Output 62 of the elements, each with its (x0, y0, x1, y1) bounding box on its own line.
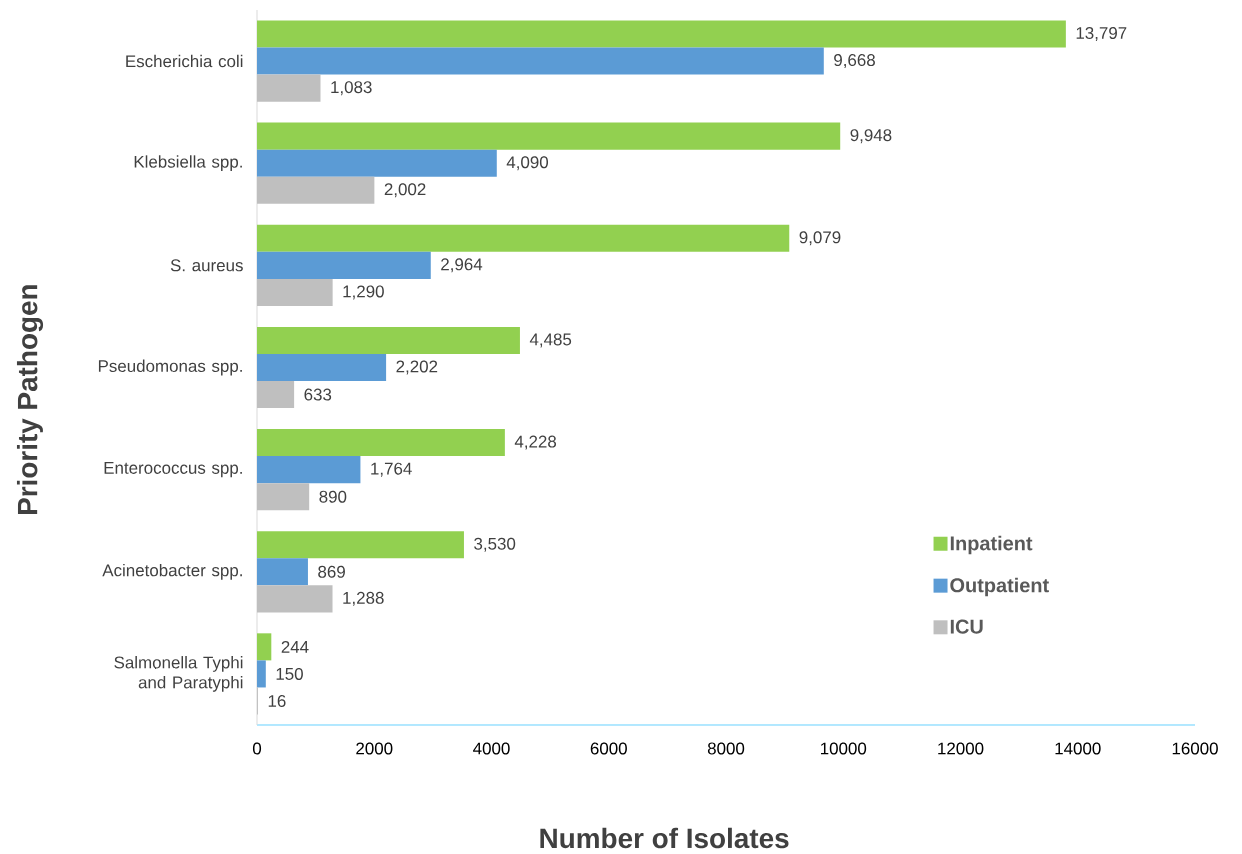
data-label: 150 (276, 667, 303, 680)
bar (257, 74, 321, 102)
x-tick-label: 2000 (356, 742, 393, 755)
x-tick-label: 8000 (707, 742, 745, 755)
y-tick-label: Pseudomonas spp. (98, 359, 242, 376)
data-label: 16 (268, 694, 286, 707)
y-tick-label: S. aureus (170, 259, 243, 272)
data-label: 869 (318, 565, 345, 578)
x-axis-title: Number of Isolates (540, 827, 789, 849)
data-label: 1,083 (331, 81, 372, 96)
bar (257, 122, 841, 150)
data-label: 9,079 (799, 231, 841, 246)
bar (257, 278, 333, 306)
data-label: 890 (319, 490, 347, 503)
data-label: 13,797 (1076, 27, 1127, 41)
data-label: 2,002 (384, 183, 426, 198)
x-tick-label: 4000 (473, 742, 510, 755)
bar (257, 149, 497, 177)
y-tick-label: Acinetobacter spp. (102, 563, 242, 580)
legend-label: ICU (950, 619, 983, 634)
bar (257, 47, 824, 75)
bar (257, 251, 431, 279)
data-label: 1,764 (371, 462, 412, 477)
bar (257, 20, 1066, 48)
bar (257, 176, 375, 204)
data-label: 9,948 (850, 129, 892, 144)
bar (257, 531, 464, 559)
x-tick-label: 6000 (590, 742, 627, 755)
bar (257, 483, 310, 511)
bar (257, 326, 520, 354)
y-axis-title: Priority Pathogen (16, 285, 44, 515)
bar (257, 381, 295, 409)
data-label: 1,288 (343, 591, 384, 606)
legend-label: Inpatient (950, 535, 1033, 555)
y-tick-label: Escherichia coli (126, 54, 243, 68)
data-label: 4,228 (514, 435, 557, 450)
x-tick-label: 10000 (821, 742, 867, 755)
data-label: 4,090 (506, 156, 549, 171)
bar (257, 224, 790, 252)
bar (257, 456, 361, 484)
x-tick-label: 0 (252, 742, 262, 755)
data-label: 1,290 (343, 285, 384, 300)
data-label: 244 (281, 640, 309, 653)
x-tick-label: 16000 (1172, 742, 1218, 755)
bar (257, 660, 266, 688)
y-tick-label: Klebsiella spp. (134, 155, 242, 172)
bar (257, 353, 387, 382)
bar (257, 429, 505, 457)
y-tick-label: Salmonella Typhi and Paratyphi (114, 656, 243, 692)
x-tick-label: 12000 (938, 742, 984, 755)
y-tick-label: Enterococcus spp. (104, 462, 242, 478)
data-label: 2,202 (396, 360, 438, 375)
x-tick-label: 14000 (1055, 742, 1101, 755)
bar (257, 558, 308, 586)
data-label: 3,530 (474, 537, 516, 552)
bar (257, 585, 333, 613)
bar (257, 633, 272, 661)
legend-label: Outpatient (950, 577, 1049, 597)
data-label: 4,485 (529, 333, 572, 348)
data-label: 2,964 (441, 258, 483, 273)
data-label: 9,668 (834, 54, 875, 69)
data-label: 633 (304, 388, 332, 401)
